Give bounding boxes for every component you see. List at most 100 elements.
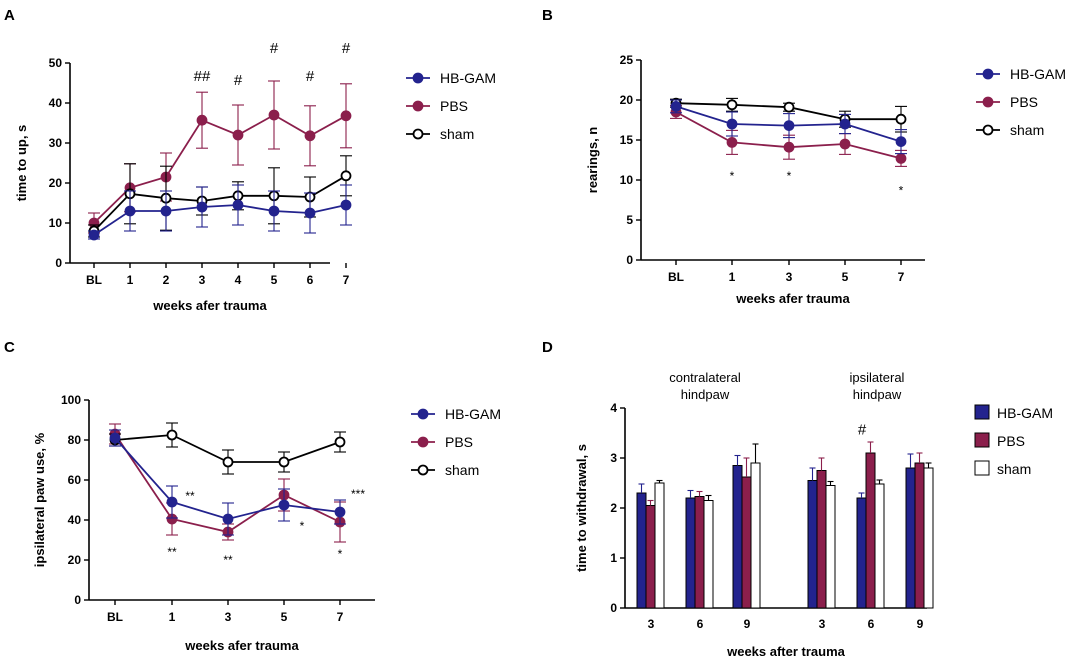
data-point: [109, 432, 121, 444]
legend-label: sham: [997, 461, 1031, 477]
legend-label: PBS: [440, 98, 468, 114]
group-label-line: ipsilateral: [850, 370, 905, 385]
x-tick-label: 9: [744, 617, 751, 631]
legend-marker: [412, 128, 424, 140]
significance-marker: **: [223, 553, 233, 567]
data-point: [839, 118, 851, 130]
data-point: [726, 136, 738, 148]
series-sham: [654, 443, 934, 609]
y-axis-title: time to withdrawal, s: [574, 444, 589, 572]
bar: [636, 492, 647, 609]
legend-marker: [982, 68, 994, 80]
significance-marker: #: [342, 40, 351, 57]
y-tick-label: 100: [61, 393, 81, 407]
x-tick-label: 9: [917, 617, 924, 631]
panel-letter: B: [542, 7, 553, 24]
y-tick-label: 0: [55, 256, 62, 270]
x-axis-title: weeks afer trauma: [735, 291, 850, 306]
data-point: [340, 110, 352, 122]
x-tick-label: 6: [868, 617, 875, 631]
data-point: [232, 129, 244, 141]
data-point: [268, 109, 280, 121]
data-point: [334, 506, 346, 518]
data-point: [334, 436, 346, 448]
panel-letter: C: [4, 339, 15, 356]
y-tick-label: 20: [68, 553, 82, 567]
x-tick-label: 5: [281, 610, 288, 624]
data-point: [232, 199, 244, 211]
legend: HB-GAM PBS sham: [406, 70, 496, 142]
legend-label: PBS: [445, 434, 473, 450]
x-tick-label: BL: [668, 270, 684, 284]
y-tick-label: 10: [49, 216, 63, 230]
data-point: [895, 136, 907, 148]
series-pbs: [645, 441, 925, 609]
bar: [694, 496, 705, 609]
bar: [807, 480, 818, 609]
bar: [703, 500, 714, 609]
data-point: [124, 205, 136, 217]
data-point: [160, 205, 172, 217]
series-line: [93, 204, 347, 236]
y-tick-label: 25: [620, 53, 634, 67]
bar: [874, 483, 885, 609]
legend-swatch: [974, 432, 990, 448]
y-tick-label: 1: [610, 551, 617, 565]
significance-marker: #: [858, 422, 867, 439]
significance-marker: ***: [351, 487, 365, 501]
significance-marker: #: [270, 40, 279, 57]
legend-marker: [417, 408, 429, 420]
x-tick-label: 1: [729, 270, 736, 284]
y-tick-label: 40: [68, 513, 82, 527]
data-point: [304, 207, 316, 219]
legend-label: sham: [440, 126, 474, 142]
bar: [732, 465, 743, 609]
legend: HB-GAM PBS sham: [976, 66, 1066, 138]
significance-marker: **: [185, 489, 195, 503]
y-tick-label: 0: [74, 593, 81, 607]
group-label-line: hindpaw: [681, 387, 730, 402]
data-point: [222, 513, 234, 525]
data-point: [670, 101, 682, 112]
data-point: [196, 114, 208, 126]
legend-marker: [417, 464, 429, 476]
x-tick-label: 2: [163, 273, 170, 287]
x-axis-title: weeks afer trauma: [152, 298, 267, 313]
significance-marker: **: [167, 545, 177, 559]
group-label-line: hindpaw: [853, 387, 902, 402]
y-axis-title: time to up, s: [14, 125, 29, 202]
legend-label: PBS: [1010, 94, 1038, 110]
x-tick-label: 5: [842, 270, 849, 284]
x-tick-label: 3: [648, 617, 655, 631]
group-label-line: contralateral: [669, 370, 741, 385]
bar: [825, 485, 836, 609]
y-tick-label: 0: [626, 253, 633, 267]
series-hb-gam: [109, 429, 346, 536]
group-label: contralateral hindpaw: [669, 370, 741, 402]
significance-marker: *: [787, 169, 792, 183]
data-point: [895, 152, 907, 164]
y-tick-label: 0: [610, 601, 617, 615]
data-point: [783, 141, 795, 153]
bar: [865, 452, 876, 609]
x-tick-label: 7: [337, 610, 344, 624]
legend-marker: [412, 72, 424, 84]
x-tick-label: BL: [107, 610, 123, 624]
significance-marker: ##: [194, 68, 211, 85]
significance-marker: *: [300, 519, 305, 533]
bar: [856, 497, 867, 609]
x-tick-label: 1: [127, 273, 134, 287]
y-tick-label: 80: [68, 433, 82, 447]
x-axis-title: weeks afer trauma: [184, 638, 299, 653]
group-label: ipsilateral hindpaw: [850, 370, 905, 402]
data-point: [278, 456, 290, 468]
data-point: [268, 205, 280, 217]
panel-d: D 0 1 2 3 4 time to withdrawal, s weeks after t…: [542, 339, 1053, 659]
y-tick-label: 10: [620, 173, 634, 187]
data-point: [895, 113, 907, 125]
x-tick-label: 3: [819, 617, 826, 631]
data-point: [166, 496, 178, 508]
x-tick-label: 3: [199, 273, 206, 287]
